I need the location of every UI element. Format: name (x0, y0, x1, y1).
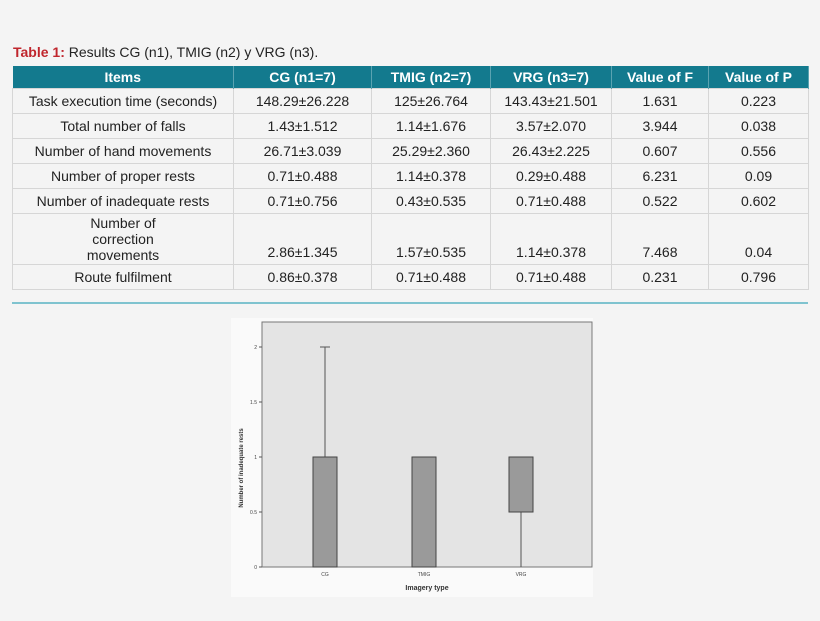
results-table: Items CG (n1=7) TMIG (n2=7) VRG (n3=7) Value… (12, 66, 809, 290)
table-cell: 7.468 (611, 213, 709, 265)
x-tick-label: CG (321, 572, 329, 578)
table-cell: 26.43±2.225 (490, 138, 612, 164)
table-cell: 3.57±2.070 (490, 113, 612, 139)
table-cell: 1.14±1.676 (371, 113, 491, 139)
column-header: Items (12, 66, 234, 89)
table-row: Number of proper rests 0.71±0.488 1.14±0.3… (12, 163, 809, 189)
row-label: Total number of falls (12, 113, 234, 139)
table-cell: 0.43±0.535 (371, 188, 491, 214)
y-tick-label: 0.5 (250, 510, 257, 516)
table-cell: 143.43±21.501 (490, 88, 612, 114)
table-cell: 0.71±0.488 (490, 264, 612, 290)
row-label: Number of correction movements (12, 213, 234, 265)
table-cell: 148.29±26.228 (233, 88, 372, 114)
box-tmig (411, 456, 437, 568)
y-tick-label: 1.5 (250, 400, 257, 406)
boxplot-chart: 0 0.5 1 1.5 2 CG TMIG VRG Imagery type Number of … (239, 321, 593, 592)
table-row: Number of correction movements 2.86±1.345… (12, 213, 809, 265)
box-vrg (508, 456, 534, 513)
column-header: Value of P (708, 66, 809, 89)
x-axis-label: Imagery type (405, 585, 448, 592)
table-cell: 0.602 (708, 188, 809, 214)
column-header: Value of F (611, 66, 709, 89)
table-cell: 0.71±0.756 (233, 188, 372, 214)
caption-text: Results CG (n1), TMIG (n2) y VRG (n3). (64, 44, 319, 60)
y-axis-label: Number of inadequate rests (239, 428, 245, 508)
table-cell: 125±26.764 (371, 88, 491, 114)
table-cell: 3.944 (611, 113, 709, 139)
table-cell: 0.522 (611, 188, 709, 214)
section-divider (12, 302, 808, 304)
table-cell: 6.231 (611, 163, 709, 189)
column-header: TMIG (n2=7) (371, 66, 491, 89)
table-cell: 25.29±2.360 (371, 138, 491, 164)
table-cell: 0.29±0.488 (490, 163, 612, 189)
table-cell: 0.556 (708, 138, 809, 164)
column-header: VRG (n3=7) (490, 66, 612, 89)
table-cell: 0.607 (611, 138, 709, 164)
table-cell: 0.71±0.488 (371, 264, 491, 290)
table-cell: 0.038 (708, 113, 809, 139)
row-label: Task execution time (seconds) (12, 88, 234, 114)
table-cell: 1.43±1.512 (233, 113, 372, 139)
table-cell: 0.71±0.488 (233, 163, 372, 189)
y-tick-label: 0 (254, 565, 257, 571)
row-label: Number of inadequate rests (12, 188, 234, 214)
table-cell: 0.86±0.378 (233, 264, 372, 290)
row-label: Number of proper rests (12, 163, 234, 189)
row-label: Number of hand movements (12, 138, 234, 164)
table-cell: 2.86±1.345 (233, 213, 372, 265)
table-cell: 26.71±3.039 (233, 138, 372, 164)
boxplot-figure: 0 0.5 1 1.5 2 CG TMIG VRG Imagery type Number of … (231, 318, 593, 597)
caption-label: Table 1: (13, 44, 65, 60)
table-cell: 0.09 (708, 163, 809, 189)
table-row: Number of hand movements 26.71±3.039 25.29… (12, 138, 809, 164)
table-cell: 0.71±0.488 (490, 188, 612, 214)
table-row: Route fulfilment 0.86±0.378 0.71±0.488 0.71… (12, 264, 809, 290)
y-tick-label: 1 (254, 455, 257, 461)
table-row: Total number of falls 1.43±1.512 1.14±1.67… (12, 113, 809, 139)
table-cell: 1.14±0.378 (371, 163, 491, 189)
table-cell: 1.14±0.378 (490, 213, 612, 265)
table-row: Task execution time (seconds) 148.29±26.2… (12, 88, 809, 114)
table-cell: 0.231 (611, 264, 709, 290)
table-cell: 1.631 (611, 88, 709, 114)
row-label: Route fulfilment (12, 264, 234, 290)
table-caption: Table 1: Results CG (n1), TMIG (n2) y VR… (13, 44, 318, 60)
table-cell: 0.796 (708, 264, 809, 290)
y-tick-label: 2 (254, 345, 257, 351)
table-cell: 0.04 (708, 213, 809, 265)
box-cg (312, 456, 338, 568)
column-header: CG (n1=7) (233, 66, 372, 89)
table-row: Number of inadequate rests 0.71±0.756 0.43… (12, 188, 809, 214)
x-tick-label: VRG (516, 572, 527, 578)
table-cell: 0.223 (708, 88, 809, 114)
x-tick-label: TMIG (418, 572, 431, 578)
table-cell: 1.57±0.535 (371, 213, 491, 265)
